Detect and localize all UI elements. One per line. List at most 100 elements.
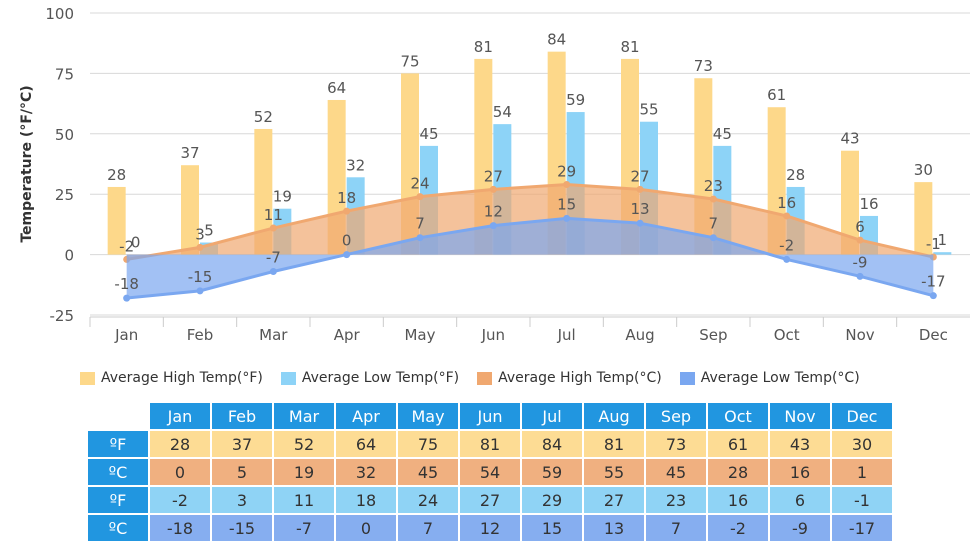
point-marker <box>709 234 717 242</box>
month-header: Aug <box>584 403 644 429</box>
x-tick-label: Mar <box>259 326 288 344</box>
bar <box>933 252 952 255</box>
data-label: 29 <box>557 163 576 181</box>
legend-item[interactable]: Average High Temp(°C) <box>477 370 662 386</box>
legend-item[interactable]: Average Low Temp(°C) <box>679 370 860 386</box>
data-label: -1 <box>926 235 941 253</box>
data-label: 59 <box>566 91 585 109</box>
table-cell: 5 <box>212 459 272 485</box>
table-cell: 13 <box>584 515 644 541</box>
legend-swatch <box>280 371 296 385</box>
data-label: 6 <box>855 218 865 236</box>
point-marker <box>416 193 424 201</box>
legend-item[interactable]: Average Low Temp(°F) <box>280 370 459 386</box>
table-cell: 45 <box>398 459 458 485</box>
area <box>126 218 934 299</box>
point-marker <box>343 207 351 215</box>
point-marker <box>856 272 864 280</box>
legend-item[interactable]: Average High Temp(°F) <box>80 370 263 386</box>
table-row: ºF 28 37 52 64 75 81 84 81 73 61 43 30 <box>88 431 892 457</box>
table-cell: -7 <box>274 515 334 541</box>
data-label: 16 <box>777 194 796 212</box>
table-header-row: Jan Feb Mar Apr May Jun Jul Aug Sep Oct Nov Dec <box>88 403 892 429</box>
data-label: 7 <box>415 215 425 233</box>
data-label: -18 <box>114 275 139 293</box>
point-marker <box>563 181 571 189</box>
table-cell: 84 <box>522 431 582 457</box>
table-cell: -9 <box>770 515 830 541</box>
data-label: -17 <box>921 273 946 291</box>
legend-label: Average High Temp(°F) <box>101 370 263 386</box>
table-cell: 16 <box>708 487 768 513</box>
data-label: 28 <box>107 166 126 184</box>
series-line <box>126 183 934 261</box>
table-cell: 59 <box>522 459 582 485</box>
x-tick-label: Jun <box>481 326 505 344</box>
table-row: ºF -2 3 11 18 24 27 29 27 23 16 6 -1 <box>88 487 892 513</box>
legend-swatch <box>477 371 493 385</box>
x-tick-label: May <box>404 326 435 344</box>
bar <box>107 186 126 255</box>
unit-label: ºC <box>88 459 148 485</box>
table-cell: 29 <box>522 487 582 513</box>
table-cell: 1 <box>832 459 892 485</box>
table-cell: 27 <box>584 487 644 513</box>
table-cell: 23 <box>646 487 706 513</box>
x-tick-label: Jul <box>557 326 576 344</box>
data-label: -2 <box>779 236 794 254</box>
table-cell: -2 <box>708 515 768 541</box>
table-cell: 55 <box>584 459 644 485</box>
table-cell: -17 <box>832 515 892 541</box>
table-cell: 28 <box>708 459 768 485</box>
data-label: 27 <box>630 167 649 185</box>
month-header: Jan <box>150 403 210 429</box>
data-label: 12 <box>484 203 503 221</box>
table-cell: -2 <box>150 487 210 513</box>
data-label: 3 <box>195 225 205 243</box>
table-cell: 43 <box>770 431 830 457</box>
data-label: 81 <box>620 38 639 56</box>
unit-label: ºF <box>88 487 148 513</box>
data-label: 73 <box>694 57 713 75</box>
data-label: 16 <box>859 195 878 213</box>
legend: Average High Temp(°F) Average Low Temp(°F… <box>80 370 860 386</box>
legend-label: Average Low Temp(°C) <box>700 370 860 386</box>
table-cell: 12 <box>460 515 520 541</box>
data-label: 23 <box>704 177 723 195</box>
data-label: 0 <box>131 234 141 252</box>
x-tick-label: Feb <box>187 326 214 344</box>
data-label: 43 <box>840 130 859 148</box>
month-header: Apr <box>336 403 396 429</box>
table-cell: 81 <box>460 431 520 457</box>
y-tick-label: 75 <box>55 65 74 83</box>
data-label: 13 <box>630 200 649 218</box>
table-cell: 3 <box>212 487 272 513</box>
y-tick-label: 0 <box>64 247 74 265</box>
y-tick-label: 50 <box>55 126 74 144</box>
data-label: -2 <box>119 237 134 255</box>
data-label: 18 <box>337 189 356 207</box>
data-label: 32 <box>346 156 365 174</box>
table-cell: 6 <box>770 487 830 513</box>
table-cell: 30 <box>832 431 892 457</box>
point-marker <box>636 219 644 227</box>
x-tick-label: Sep <box>699 326 727 344</box>
table-cell: 81 <box>584 431 644 457</box>
table-cell: -15 <box>212 515 272 541</box>
point-marker <box>269 224 277 232</box>
point-marker <box>196 287 204 295</box>
table-cell: 24 <box>398 487 458 513</box>
unit-label: ºF <box>88 431 148 457</box>
data-label: 84 <box>547 31 566 49</box>
table-cell: 11 <box>274 487 334 513</box>
point-marker <box>783 255 791 263</box>
data-label: 45 <box>419 125 438 143</box>
data-label: 30 <box>914 161 933 179</box>
table-cell: -1 <box>832 487 892 513</box>
table-cell: -18 <box>150 515 210 541</box>
table-row: ºC 0 5 19 32 45 54 59 55 45 28 16 1 <box>88 459 892 485</box>
table-cell: 0 <box>336 515 396 541</box>
data-label: 52 <box>254 108 273 126</box>
